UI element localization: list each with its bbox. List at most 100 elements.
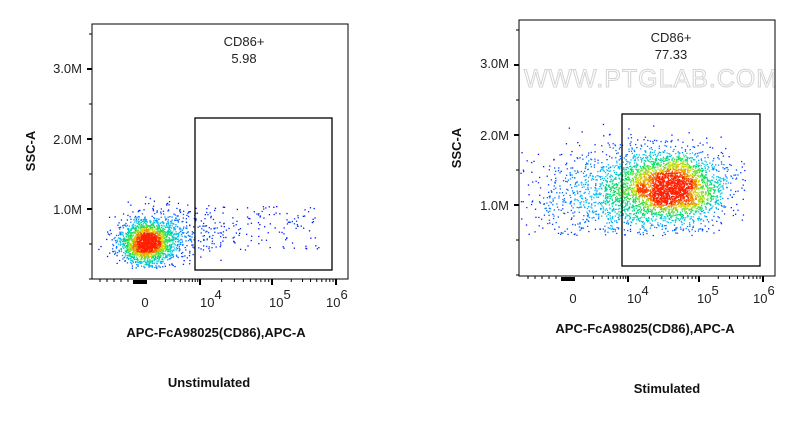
- event-dot: [567, 189, 569, 191]
- y-axis-label: SSC-A: [23, 130, 38, 171]
- event-dot: [716, 176, 718, 178]
- event-dot: [713, 215, 715, 217]
- event-dot: [635, 200, 637, 203]
- event-dot: [628, 194, 630, 196]
- event-dot: [137, 262, 139, 264]
- event-dot: [169, 244, 171, 246]
- event-dot: [602, 169, 605, 171]
- event-dot: [642, 232, 644, 234]
- event-dot: [176, 255, 178, 257]
- event-dot: [143, 232, 145, 235]
- gate-cd86[interactable]: [194, 117, 333, 271]
- event-dot: [159, 243, 161, 246]
- event-dot: [216, 227, 218, 229]
- event-dot: [633, 162, 636, 164]
- event-dot: [691, 152, 694, 154]
- event-dot: [683, 186, 685, 188]
- event-dot: [148, 266, 150, 268]
- event-dot: [307, 211, 310, 213]
- event-dot: [625, 194, 627, 196]
- event-dot: [742, 198, 744, 200]
- event-dot: [647, 179, 649, 181]
- event-dot: [135, 239, 137, 242]
- event-dot: [157, 249, 160, 251]
- event-dot: [168, 226, 170, 228]
- event-dot: [606, 181, 608, 183]
- event-dot: [244, 249, 247, 251]
- event-dot: [119, 232, 122, 234]
- event-dot: [563, 200, 565, 202]
- event-dot: [153, 200, 155, 202]
- event-dot: [143, 236, 145, 238]
- event-dot: [640, 189, 642, 192]
- event-dot: [138, 235, 140, 237]
- event-dot: [643, 216, 645, 218]
- event-dot: [129, 258, 132, 260]
- event-dot: [170, 252, 172, 254]
- event-dot: [673, 228, 676, 231]
- event-dot: [706, 186, 708, 189]
- event-dot: [171, 253, 173, 255]
- event-dot: [305, 247, 307, 249]
- event-dot: [132, 227, 135, 229]
- event-dot: [665, 199, 667, 201]
- event-dot: [162, 252, 164, 255]
- event-dot: [134, 258, 136, 260]
- event-dot: [685, 227, 687, 230]
- event-dot: [619, 173, 621, 176]
- event-dot: [635, 193, 637, 195]
- event-dot: [711, 207, 713, 209]
- event-dot: [133, 221, 136, 223]
- event-dot: [638, 201, 641, 203]
- event-dot: [159, 245, 161, 248]
- event-dot: [683, 168, 685, 170]
- event-dot: [160, 234, 163, 236]
- event-dot: [112, 245, 115, 247]
- event-dot: [675, 229, 677, 231]
- event-dot: [697, 172, 699, 174]
- plot-unstimulated: CD86+ 5.98 3.0M 2.0M 1.0M 0 104 105 106 …: [23, 23, 349, 390]
- event-dot: [302, 215, 304, 217]
- event-dot: [628, 218, 631, 220]
- event-dot: [155, 265, 157, 267]
- event-dot: [160, 250, 162, 252]
- event-dot: [666, 191, 669, 193]
- event-dot: [126, 256, 129, 259]
- event-dot: [200, 241, 202, 243]
- event-dot: [692, 220, 695, 222]
- event-dot: [128, 235, 130, 238]
- event-dot: [704, 191, 707, 193]
- event-dot: [652, 208, 655, 210]
- event-dot: [149, 237, 151, 240]
- event-dot: [162, 221, 164, 224]
- event-dot: [646, 191, 648, 193]
- event-dot: [686, 200, 688, 203]
- event-dot: [256, 213, 258, 215]
- event-dot: [585, 181, 587, 184]
- event-dot: [156, 229, 159, 231]
- event-dot: [159, 253, 161, 255]
- event-dot: [618, 177, 620, 179]
- event-dot: [702, 144, 704, 146]
- event-dot: [694, 197, 696, 200]
- event-dot: [689, 218, 691, 220]
- event-dot: [295, 227, 297, 229]
- event-dot: [688, 200, 691, 202]
- event-dot: [646, 200, 648, 202]
- event-dot: [119, 228, 121, 230]
- event-dot: [607, 201, 609, 203]
- event-dot: [604, 209, 606, 211]
- event-dot: [178, 243, 180, 245]
- event-dot: [641, 197, 643, 199]
- event-dot: [263, 217, 265, 219]
- event-dot: [624, 234, 626, 236]
- event-dot: [678, 191, 680, 193]
- event-dot: [178, 228, 181, 230]
- event-dot: [706, 137, 708, 139]
- event-dot: [691, 176, 694, 178]
- event-dot: [626, 222, 628, 225]
- event-dot: [200, 220, 202, 222]
- event-dot: [170, 227, 173, 229]
- event-dot: [632, 156, 634, 158]
- event-dot: [125, 249, 128, 251]
